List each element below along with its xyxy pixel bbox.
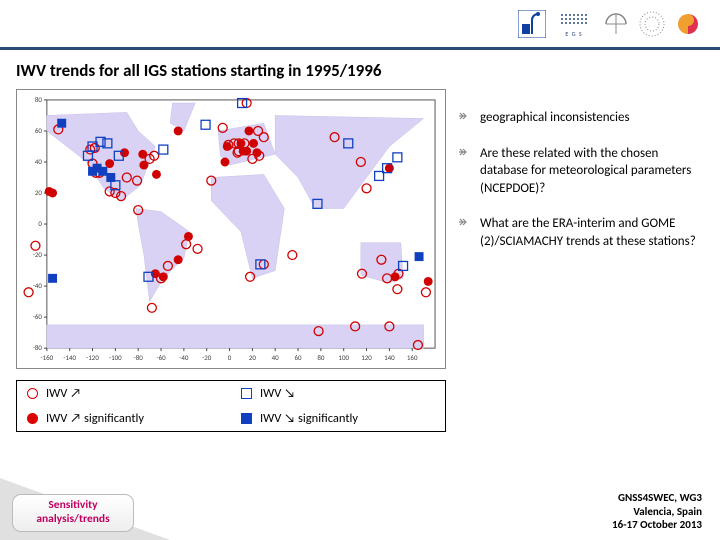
legend-label: IWV ↗ significantly — [46, 411, 144, 426]
svg-text:80: 80 — [35, 95, 43, 104]
svg-text:0: 0 — [38, 219, 42, 228]
marker-iwv-up-icon — [27, 388, 38, 399]
svg-text:-160: -160 — [41, 353, 54, 362]
marker-iwv-up-sig-icon — [27, 413, 38, 424]
marker-iwv-down-icon — [241, 388, 252, 399]
header-logo-bar: E G S — [0, 0, 720, 50]
legend-label: IWV ↘ — [260, 386, 295, 401]
marker-iwv-down-sig-icon — [241, 413, 252, 424]
svg-text:40: 40 — [272, 353, 280, 362]
svg-text:60: 60 — [35, 126, 43, 135]
footer-area: Sensitivity analysis/trends GNSS4SWEC, W… — [0, 478, 720, 540]
legend-label: IWV ↘ significantly — [260, 411, 358, 426]
svg-text:-120: -120 — [86, 353, 99, 362]
rmi-logo — [518, 10, 546, 38]
svg-text:20: 20 — [35, 188, 43, 197]
svg-text:-20: -20 — [33, 250, 43, 259]
slide-title: IWV trends for all IGS stations starting… — [0, 50, 720, 89]
egs-label: E G S — [565, 30, 582, 38]
bullet-arrow-icon — [458, 145, 470, 198]
swirl-logo — [674, 10, 702, 38]
svg-text:100: 100 — [338, 353, 349, 362]
topic-pill: Sensitivity analysis/trends — [12, 494, 134, 532]
svg-text:-100: -100 — [109, 353, 122, 362]
svg-text:80: 80 — [317, 353, 325, 362]
pill-line2: analysis/trends — [13, 513, 133, 527]
svg-text:0: 0 — [228, 353, 232, 362]
svg-text:120: 120 — [361, 353, 372, 362]
svg-text:-80: -80 — [33, 343, 43, 352]
svg-text:-40: -40 — [179, 353, 189, 362]
svg-text:-60: -60 — [33, 312, 43, 321]
bullet-text: Are these related with the chosen databa… — [480, 145, 706, 198]
svg-text:-140: -140 — [63, 353, 76, 362]
bullet-list: geographical inconsistencies Are these r… — [458, 89, 706, 432]
footer-line: 16-17 October 2013 — [612, 518, 702, 532]
bullet-item: geographical inconsistencies — [458, 109, 706, 127]
svg-text:160: 160 — [407, 353, 418, 362]
svg-text:-40: -40 — [33, 281, 43, 290]
world-map-chart: -160 -140 -120 -100 -80 -60 -40 -20 0 20 40 60 80 100… — [16, 89, 446, 369]
bullet-text: geographical inconsistencies — [480, 109, 630, 127]
bullet-arrow-icon — [458, 215, 470, 250]
map-column: -160 -140 -120 -100 -80 -60 -40 -20 0 20 40 60 80 100… — [16, 89, 446, 432]
obs-logo — [602, 10, 630, 38]
footer-meta: GNSS4SWEC, WG3 Valencia, Spain 16-17 Oct… — [612, 491, 702, 532]
bullet-item: What are the ERA-interim and GOME (2)/SC… — [458, 215, 706, 250]
legend-label: IWV ↗ — [46, 386, 81, 401]
svg-text:-60: -60 — [156, 353, 166, 362]
svg-text:-80: -80 — [134, 353, 144, 362]
legend-box: IWV ↗ IWV ↘ IWV ↗ significantly IWV ↘ si… — [16, 380, 446, 432]
bullet-item: Are these related with the chosen databa… — [458, 145, 706, 198]
svg-text:20: 20 — [249, 353, 257, 362]
footer-line: GNSS4SWEC, WG3 — [612, 491, 702, 505]
pill-line1: Sensitivity — [13, 499, 133, 513]
dot-globe-logo — [638, 10, 666, 38]
svg-text:-20: -20 — [202, 353, 212, 362]
bullet-text: What are the ERA-interim and GOME (2)/SC… — [480, 215, 706, 250]
egs-logo: E G S — [554, 10, 594, 38]
svg-text:40: 40 — [35, 157, 43, 166]
main-content: -160 -140 -120 -100 -80 -60 -40 -20 0 20 40 60 80 100… — [0, 89, 720, 432]
svg-text:60: 60 — [295, 353, 303, 362]
bullet-arrow-icon — [458, 109, 470, 127]
svg-text:140: 140 — [384, 353, 395, 362]
footer-line: Valencia, Spain — [612, 505, 702, 519]
